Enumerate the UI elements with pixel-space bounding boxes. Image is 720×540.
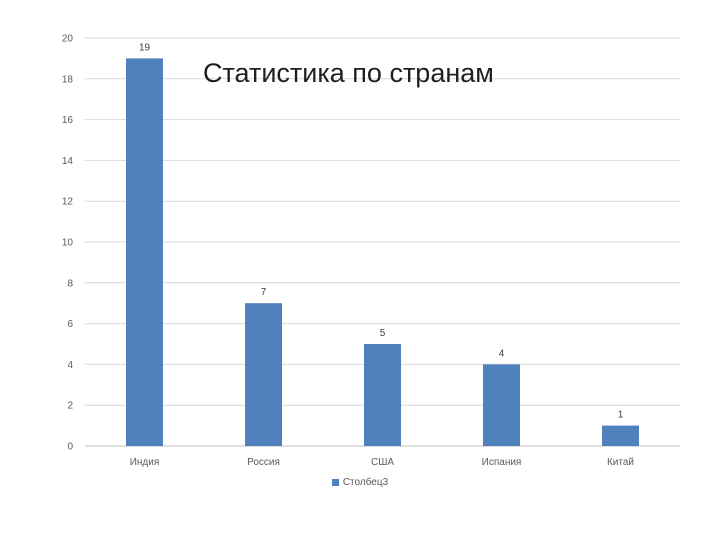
data-labels: 19 7 5 4 1 — [139, 42, 624, 420]
bar — [483, 364, 520, 446]
x-tick-label: Индия — [130, 457, 160, 468]
data-label: 7 — [261, 287, 267, 298]
bar — [602, 425, 639, 446]
bar — [245, 303, 282, 446]
y-tick-label: 0 — [67, 442, 73, 453]
y-tick-label: 10 — [62, 238, 74, 249]
data-label: 4 — [499, 348, 505, 359]
x-tick-label: Испания — [482, 457, 522, 468]
y-tick-label: 2 — [67, 401, 73, 412]
chart-title: Статистика по странам — [203, 58, 494, 88]
x-axis-tick-labels: Индия Россия США Испания Китай — [130, 457, 634, 468]
y-tick-label: 20 — [62, 34, 74, 45]
data-label: 5 — [380, 328, 386, 339]
x-tick-label: Россия — [247, 457, 280, 468]
y-tick-label: 12 — [62, 197, 74, 208]
data-label: 1 — [618, 410, 624, 421]
data-label: 19 — [139, 42, 151, 53]
y-tick-label: 14 — [62, 156, 74, 167]
legend-swatch — [331, 479, 339, 486]
bars — [126, 58, 639, 447]
x-tick-label: США — [371, 457, 394, 468]
y-tick-label: 18 — [62, 74, 74, 85]
legend-label: Столбец3 — [342, 477, 389, 488]
legend: Столбец3 — [0, 477, 720, 488]
y-tick-label: 4 — [67, 360, 73, 371]
gridlines — [85, 37, 680, 447]
y-tick-label: 8 — [67, 278, 73, 289]
y-tick-label: 6 — [67, 319, 73, 330]
y-axis-tick-labels: 0 2 4 6 8 10 12 14 16 18 20 — [62, 34, 74, 453]
bar — [364, 344, 401, 446]
bar — [126, 58, 163, 447]
y-tick-label: 16 — [62, 115, 74, 126]
x-tick-label: Китай — [607, 457, 634, 468]
